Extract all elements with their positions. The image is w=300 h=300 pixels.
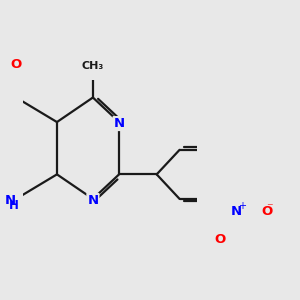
- Text: N: N: [231, 205, 242, 218]
- Text: O: O: [215, 233, 226, 246]
- Text: CH₃: CH₃: [82, 61, 104, 71]
- Text: O: O: [11, 58, 22, 71]
- Text: N: N: [113, 117, 124, 130]
- Text: N: N: [5, 194, 16, 207]
- Text: ⁻: ⁻: [266, 201, 273, 214]
- Text: H: H: [9, 199, 19, 212]
- Text: +: +: [238, 200, 246, 211]
- Text: N: N: [87, 194, 98, 207]
- Text: O: O: [261, 205, 273, 218]
